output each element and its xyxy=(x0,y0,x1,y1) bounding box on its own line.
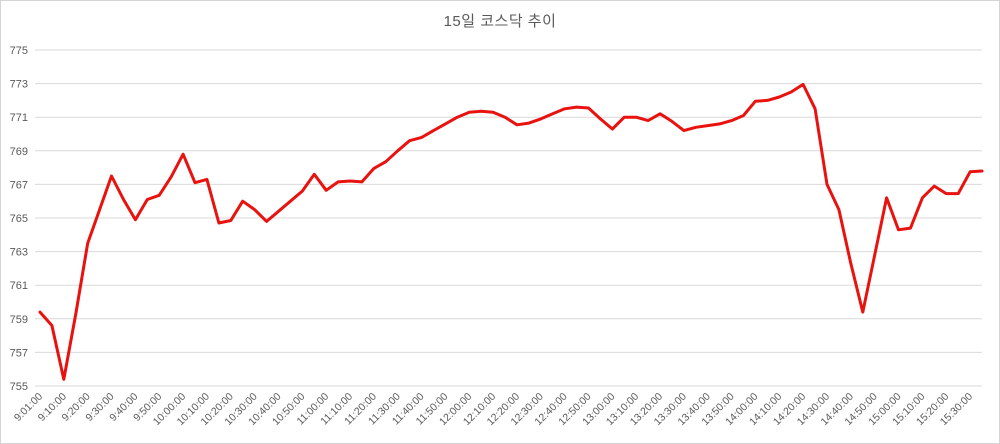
price-line xyxy=(38,82,984,381)
y-axis-label: 755 xyxy=(10,381,28,393)
y-axis-label: 759 xyxy=(10,314,28,326)
y-axis-label: 773 xyxy=(10,79,28,91)
y-axis-label: 761 xyxy=(10,280,28,292)
y-axis-label: 771 xyxy=(10,112,28,124)
y-axis-label: 769 xyxy=(10,146,28,158)
y-axis-label: 765 xyxy=(10,213,28,225)
y-axis-label: 775 xyxy=(10,45,28,57)
chart-title: 15일 코스닥 추이 xyxy=(443,13,557,30)
y-axis-label: 757 xyxy=(10,347,28,359)
y-axis-label: 763 xyxy=(10,247,28,259)
y-axis-label: 767 xyxy=(10,179,28,191)
